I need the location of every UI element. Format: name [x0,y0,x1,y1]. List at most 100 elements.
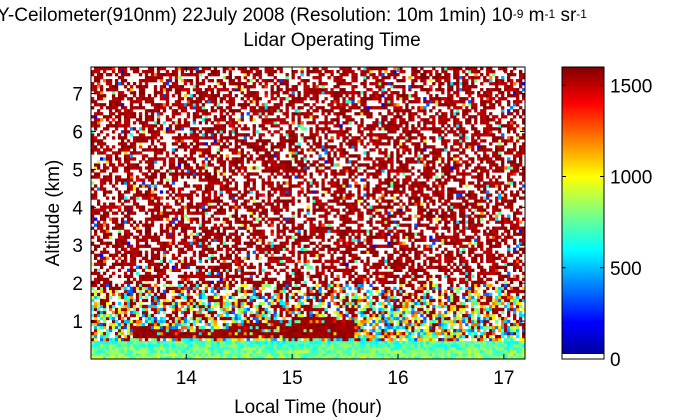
heatmap-cell [381,232,385,236]
heatmap-cell [489,349,493,354]
heatmap-cell [204,319,209,324]
heatmap-cell [198,301,203,306]
heatmap-cell [441,322,445,327]
heatmap-cell [186,295,191,300]
heatmap-cell [330,340,334,345]
heatmap-cell [300,340,304,345]
heatmap-cell [330,271,334,276]
heatmap-cell [462,277,466,282]
heatmap-cell [102,277,107,282]
heatmap-cell [135,298,140,303]
heatmap-cell [501,307,505,312]
heatmap-cell [216,211,220,215]
heatmap-cell [336,295,340,300]
heatmap-cell [327,268,331,272]
heatmap-cell [351,355,355,360]
heatmap-cell [480,310,484,315]
heatmap-cell [255,295,259,300]
heatmap-cell [99,310,104,315]
heatmap-cell [267,244,271,248]
heatmap-cell [408,346,412,351]
heatmap-cell [519,337,523,342]
heatmap-cell [477,217,481,221]
heatmap-cell [450,253,454,257]
heatmap-cell [183,322,188,327]
heatmap-cell [132,262,137,266]
heatmap-cell [300,331,304,336]
heatmap-cell [480,301,484,306]
heatmap-cell [174,316,179,321]
heatmap-cell [375,298,379,303]
heatmap-cell [225,244,229,248]
heatmap-cell [453,277,457,282]
heatmap-cell [291,247,295,251]
heatmap-cell [387,298,391,303]
heatmap-cell [507,214,511,218]
heatmap-cell [393,307,397,312]
heatmap-cell [327,250,331,254]
heatmap-cell [279,307,283,312]
heatmap-cell [174,325,179,330]
heatmap-cell [207,340,212,345]
heatmap-cell [252,295,256,300]
heatmap-cell [288,229,292,233]
heatmap-cell [120,319,125,324]
heatmap-cell [396,292,400,297]
heatmap-cell [357,238,361,242]
heatmap-cell [222,316,226,321]
heatmap-cell [324,220,328,224]
heatmap-cell [165,334,170,339]
heatmap-cell [360,241,364,245]
heatmap-cell [501,223,505,227]
heatmap-cell [342,229,346,233]
heatmap-cell [501,355,505,360]
heatmap-cell [123,259,128,263]
heatmap-cell [411,286,415,291]
heatmap-cell [102,235,107,239]
heatmap-cell [93,331,98,336]
heatmap-cell [105,250,110,254]
heatmap-cell [489,244,493,248]
heatmap-cell [357,286,361,291]
heatmap-cell [267,334,271,339]
heatmap-cell [438,274,442,279]
heatmap-cell [309,301,313,306]
heatmap-cell [282,304,286,309]
heatmap-cell [120,226,125,230]
heatmap-cell [102,310,107,315]
heatmap-cell [138,232,143,236]
heatmap-cell [399,223,403,227]
heatmap-cell [369,229,373,233]
heatmap-cell [174,352,179,357]
heatmap-cell [207,295,212,300]
heatmap-cell [246,265,250,269]
heatmap-cell [489,292,493,297]
heatmap-cell [444,331,448,336]
heatmap-cell [102,337,107,342]
heatmap-cell [213,340,218,345]
heatmap-cell [483,337,487,342]
heatmap-cell [318,331,322,336]
heatmap-cell [327,340,331,345]
heatmap-cell [381,220,385,224]
heatmap-cell [504,349,508,354]
heatmap-cell [522,340,526,345]
heatmap-cell [240,325,244,330]
heatmap-cell [516,349,520,354]
heatmap-cell [291,304,295,309]
heatmap-cell [465,283,469,288]
heatmap-cell [369,214,373,218]
heatmap-cell [387,316,391,321]
heatmap-cell [204,307,209,312]
heatmap-cell [378,343,382,348]
heatmap-cell [411,298,415,303]
heatmap-cell [213,250,218,254]
heatmap-cell [270,229,274,233]
heatmap-cell [486,316,490,321]
heatmap-cell [237,307,241,312]
heatmap-cell [162,244,167,248]
heatmap-cell [312,319,316,324]
heatmap-cell [276,340,280,345]
heatmap-cell [123,319,128,324]
heatmap-cell [144,307,149,312]
